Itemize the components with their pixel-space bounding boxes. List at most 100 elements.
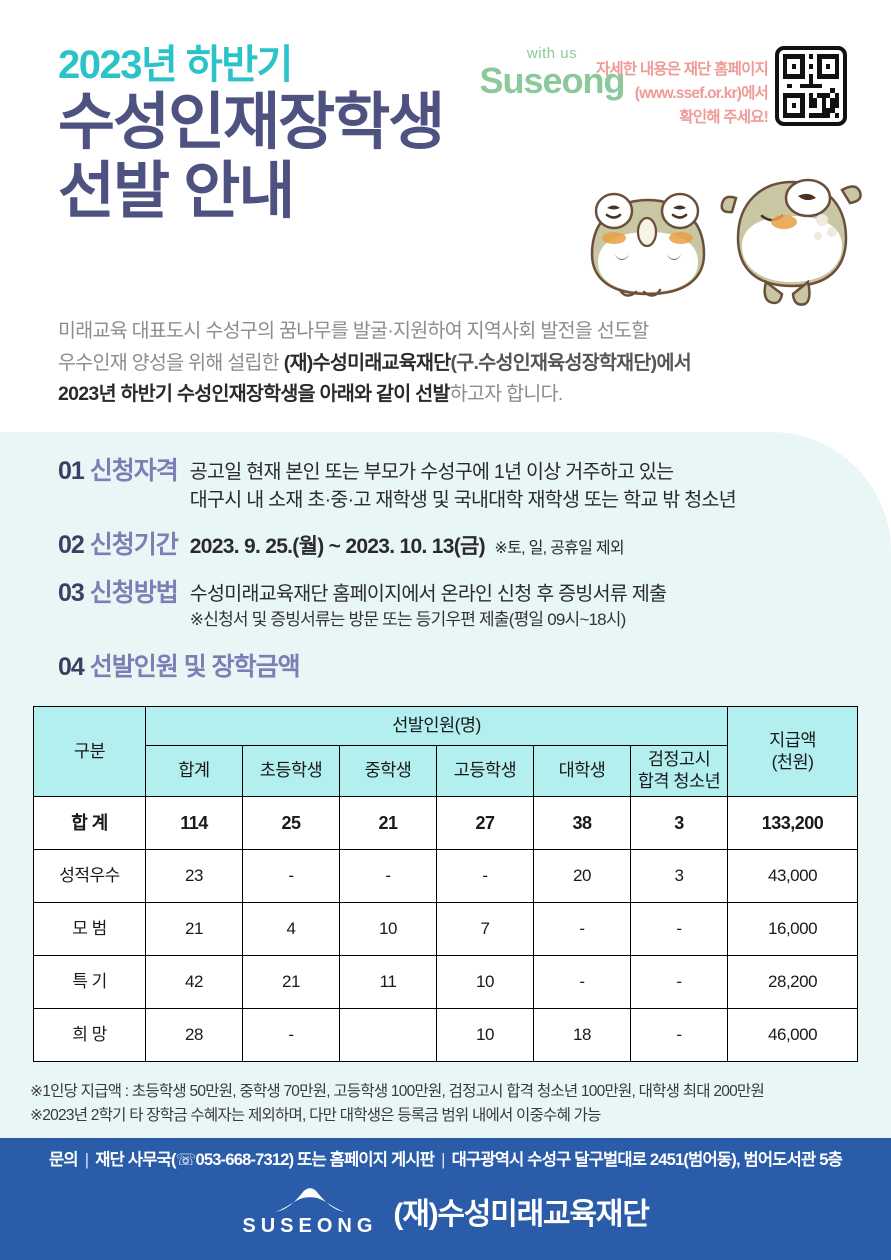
table-cell-amount: 43,000 xyxy=(727,849,859,903)
section-03-label: 신청방법 xyxy=(89,578,179,607)
mascot-characters-icon xyxy=(570,158,870,308)
th-gubun: 구분 xyxy=(33,706,146,797)
table-row-label: 특 기 xyxy=(33,955,146,1009)
page-title-line2: 선발 안내 xyxy=(58,157,295,227)
footnote-1: ※1인당 지급액 : 초등학생 50만원, 중학생 70만원, 고등학생 100… xyxy=(30,1083,765,1100)
footer-divider-2: | xyxy=(441,1151,445,1169)
th-ged-youth: 검정고시 합격 청소년 xyxy=(629,745,729,797)
intro-line-2: 우수인재 양성을 위해 설립한 (재)수성미래교육재단(구.수성인재육성장학재단… xyxy=(58,348,858,380)
table-cell: - xyxy=(533,902,631,956)
section-02-label: 신청기간 xyxy=(89,530,179,559)
th-university: 대학생 xyxy=(533,745,631,797)
selection-table-body: 합 계 114 25 21 27 38 3 133,200 성적우수 23- - -20 3 43,000… xyxy=(33,796,859,1062)
intro-line2-semi: (구.수성인재육성장학재단)에서 xyxy=(450,351,692,374)
section-03-body-line2: ※신청서 및 증빙서류는 방문 또는 등기우편 제출(평일 09시~18시) xyxy=(189,610,627,630)
selection-table: 구분 선발인원(명) 지급액 (천원) 합계 초등학생 중학생 고등학생 대학생… xyxy=(33,706,859,1062)
th-middle: 중학생 xyxy=(339,745,437,797)
footnote-2: ※2023년 2학기 타 장학금 수혜자는 제외하며, 다만 대학생은 등록금 … xyxy=(30,1107,601,1125)
table-cell: 21 xyxy=(339,796,437,850)
section-03-body: 수성미래교육재단 홈페이지에서 온라인 신청 후 증빙서류 제출 ※신청서 및 … xyxy=(190,577,858,633)
info-sections: 01 신청자격 공고일 현재 본인 또는 부모가 수성구에 1년 이상 거주하고… xyxy=(58,455,858,693)
section-04-heading: 04 선발인원 및 장학금액 xyxy=(58,647,858,683)
section-02-period: 02 신청기간 2023. 9. 25.(월) ~ 2023. 10. 13(금… xyxy=(58,529,858,563)
section-03-body-line1: 수성미래교육재단 홈페이지에서 온라인 신청 후 증빙서류 제출 xyxy=(189,582,667,605)
th-ged-youth-line2: 합격 청소년 xyxy=(637,771,721,791)
th-elementary: 초등학생 xyxy=(242,745,340,797)
table-cell: 38 xyxy=(533,796,631,850)
section-03-method: 03 신청방법 수성미래교육재단 홈페이지에서 온라인 신청 후 증빙서류 제출… xyxy=(58,577,858,633)
th-total: 합계 xyxy=(145,745,243,797)
table-footnotes: ※1인당 지급액 : 초등학생 50만원, 중학생 70만원, 고등학생 100… xyxy=(30,1080,870,1129)
footer-bar xyxy=(0,1138,891,1260)
section-01-label: 신청자격 xyxy=(89,457,179,485)
intro-line-1: 미래교육 대표도시 수성구의 꿈나무를 발굴·지원하여 지역사회 발전을 선도할 xyxy=(58,320,649,342)
footer-brand-name: (재)수성미래교육재단 xyxy=(393,1198,649,1231)
suseong-mountain-icon: SUSEONG xyxy=(242,1186,377,1236)
th-amount-line2: (천원) xyxy=(771,751,814,772)
table-cell: - xyxy=(629,1008,729,1062)
footer-contact-label: 문의 xyxy=(49,1151,79,1169)
table-cell: 114 xyxy=(145,796,243,850)
table-cell: 10 xyxy=(339,902,437,956)
table-cell-amount: 133,200 xyxy=(727,796,859,850)
table-cell: - xyxy=(242,1008,340,1062)
table-row: 모 범 21 4 10 7- -16,000 xyxy=(33,902,859,956)
qr-note-line1: 자세한 내용은 재단 홈페이지 xyxy=(595,61,769,78)
table-cell: 7 xyxy=(436,902,534,956)
table-cell: 3 xyxy=(629,849,729,903)
qr-code-pattern xyxy=(783,54,839,118)
table-row-label: 합 계 xyxy=(33,796,146,850)
section-02-heading: 02 신청기간 xyxy=(58,529,190,562)
table-cell: 25 xyxy=(242,796,340,850)
section-01-number: 01 xyxy=(58,457,85,485)
th-amount-line1: 지급액 xyxy=(769,729,816,750)
section-01-eligibility: 01 신청자격 공고일 현재 본인 또는 부모가 수성구에 1년 이상 거주하고… xyxy=(58,455,858,515)
table-cell: - xyxy=(339,849,437,903)
page-title-line1: 수성인재장학생 xyxy=(58,88,445,157)
table-cell: 23 xyxy=(145,849,243,903)
page-title: 수성인재장학생 선발 안내 xyxy=(58,88,445,227)
section-02-note: ※토, 일, 공휴일 제외 xyxy=(494,539,624,557)
th-high: 고등학생 xyxy=(436,745,534,797)
section-03-number: 03 xyxy=(58,578,85,607)
table-cell: - xyxy=(533,955,631,1009)
qr-code-icon[interactable] xyxy=(775,46,847,126)
table-cell: - xyxy=(242,849,340,903)
footer-divider-1: | xyxy=(84,1151,89,1169)
intro-line3-plain: 하고자 합니다. xyxy=(449,383,564,406)
section-01-heading: 01 신청자격 xyxy=(58,455,190,488)
top-section: 2023년 하반기 수성인재장학생 선발 안내 with us Suseong … xyxy=(0,0,891,432)
section-01-body: 공고일 현재 본인 또는 부모가 수성구에 1년 이상 거주하고 있는 대구시 … xyxy=(190,455,858,515)
qr-note: 자세한 내용은 재단 홈페이지 (www.ssef.or.kr)에서 확인해 주… xyxy=(578,58,769,130)
table-row: 특 기 42 21 11 10- -28,200 xyxy=(33,955,859,1009)
table-cell-amount: 28,200 xyxy=(727,955,859,1009)
table-row: 희 망 28-10 18-46,000 xyxy=(33,1008,859,1062)
table-cell: - xyxy=(436,849,534,903)
th-ged-youth-line1: 검정고시 xyxy=(647,749,711,770)
footer-contact-office: 재단 사무국(☏053-668-7312) 또는 홈페이지 게시판 xyxy=(95,1151,435,1169)
table-cell-amount: 16,000 xyxy=(727,902,859,956)
th-amount: 지급액 (천원) xyxy=(727,706,859,797)
suseong-wordmark: Suseong xyxy=(479,60,625,101)
table-row: 합 계 114 25 21 27 38 3 133,200 xyxy=(33,796,859,850)
intro-line-3: 2023년 하반기 수성인재장학생을 아래와 같이 선발하고자 합니다. xyxy=(58,379,858,411)
section-02-body: 2023. 9. 25.(월) ~ 2023. 10. 13(금) ※토, 일,… xyxy=(190,529,858,563)
section-03-heading: 03 신청방법 xyxy=(58,577,190,610)
section-02-number: 02 xyxy=(58,530,85,559)
intro-line2-plain: 우수인재 양성을 위해 설립한 xyxy=(58,351,284,374)
table-row-label: 성적우수 xyxy=(33,849,146,903)
section-01-body-line1: 공고일 현재 본인 또는 부모가 수성구에 1년 이상 거주하고 있는 xyxy=(189,461,674,483)
section-01-body-line2: 대구시 내 소재 초·중·고 재학생 및 국내대학 재학생 또는 학교 밖 청소… xyxy=(189,489,737,512)
table-row: 성적우수 23- - -20 3 43,000 xyxy=(33,849,859,903)
table-cell: 4 xyxy=(242,902,340,956)
qr-note-line3: 확인해 주세요! xyxy=(679,109,768,127)
table-header-row-1: 구분 선발인원(명) 지급액 (천원) xyxy=(33,706,859,797)
section-04-label: 선발인원 및 장학금액 xyxy=(89,652,301,681)
table-cell: 10 xyxy=(436,1008,534,1062)
selection-table-wrapper: 구분 선발인원(명) 지급액 (천원) 합계 초등학생 중학생 고등학생 대학생… xyxy=(33,706,859,1062)
table-row-label: 모 범 xyxy=(33,902,146,956)
footer-contact-address: 대구광역시 수성구 달구벌대로 2451(범어동), 범어도서관 5층 xyxy=(451,1151,843,1169)
table-header-row-2: 합계 초등학생 중학생 고등학생 대학생 검정고시 합격 청소년 xyxy=(34,745,858,797)
table-cell: 28 xyxy=(145,1008,243,1062)
